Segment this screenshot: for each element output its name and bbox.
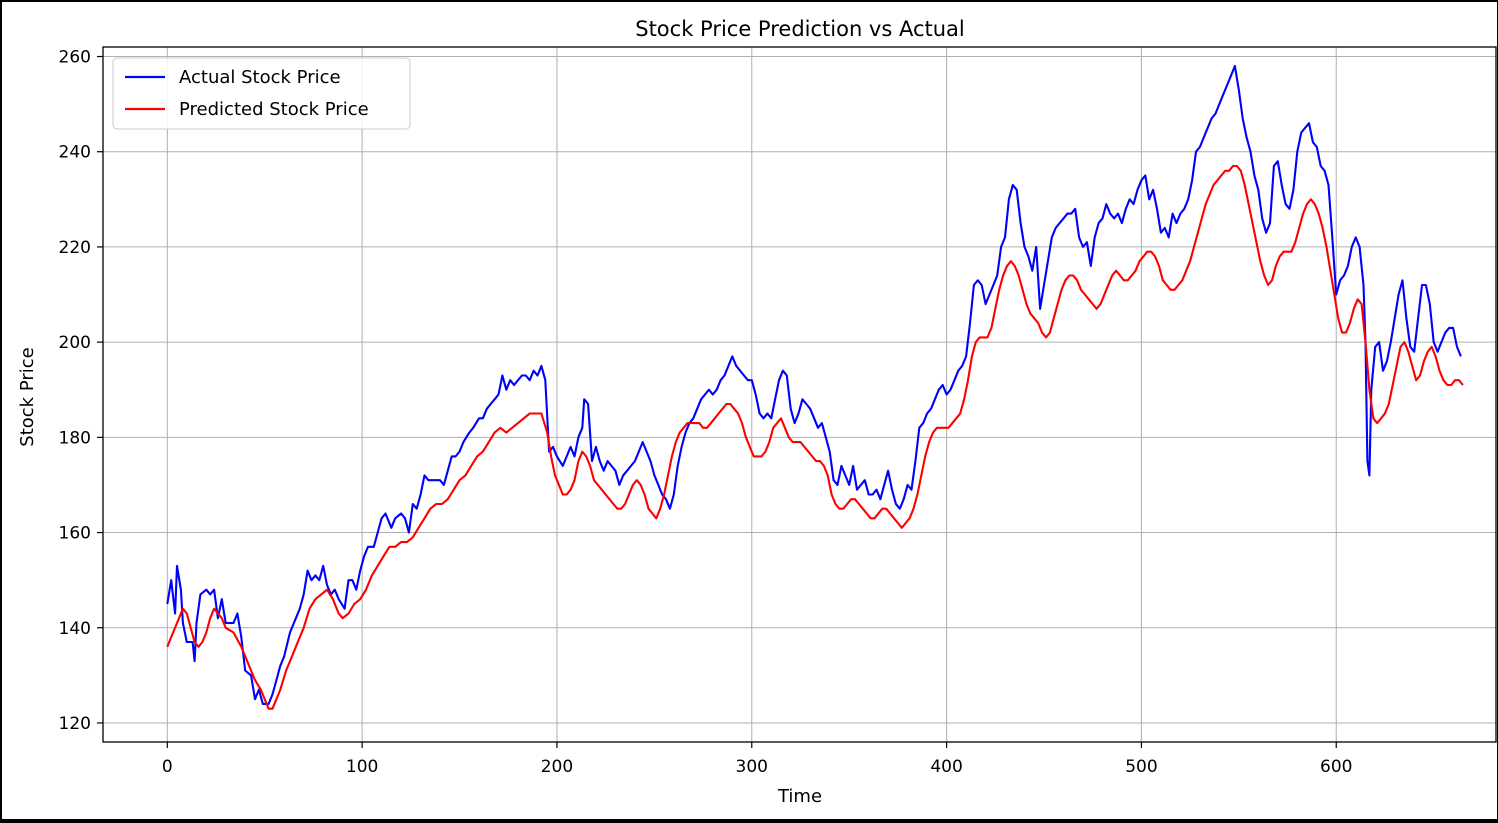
legend-label-actual: Actual Stock Price bbox=[179, 67, 341, 88]
x-tick-label: 500 bbox=[1125, 757, 1157, 777]
legend-label-predicted: Predicted Stock Price bbox=[179, 99, 369, 120]
y-tick-label: 240 bbox=[59, 143, 91, 163]
y-tick-label: 180 bbox=[59, 428, 91, 448]
y-tick-label: 160 bbox=[59, 524, 91, 544]
plot-area-frame bbox=[102, 46, 1497, 743]
legend: Actual Stock Price Predicted Stock Price bbox=[112, 57, 411, 130]
grid bbox=[103, 47, 1496, 742]
x-tick-label: 200 bbox=[541, 757, 573, 777]
predicted-price-line bbox=[166, 164, 1464, 710]
y-tick-label: 200 bbox=[59, 333, 91, 353]
legend-box bbox=[112, 57, 411, 130]
x-tick-label: 400 bbox=[930, 757, 962, 777]
x-tick-label: 0 bbox=[162, 757, 173, 777]
y-axis-label: Stock Price bbox=[17, 347, 38, 446]
y-tick-label: 260 bbox=[59, 48, 91, 68]
y-tick-label: 120 bbox=[59, 714, 91, 734]
axis-ticks: 0 100 200 300 400 500 600 120 140 160 180 200 220 240… bbox=[59, 48, 1353, 777]
y-tick-label: 140 bbox=[59, 619, 91, 639]
x-tick-label: 100 bbox=[346, 757, 378, 777]
x-tick-label: 600 bbox=[1320, 757, 1352, 777]
x-axis-label: Time bbox=[777, 786, 822, 807]
y-tick-label: 220 bbox=[59, 238, 91, 258]
series-lines bbox=[166, 64, 1464, 710]
actual-price-line bbox=[166, 64, 1462, 705]
chart-title: Stock Price Prediction vs Actual bbox=[635, 17, 965, 41]
x-tick-label: 300 bbox=[736, 757, 768, 777]
